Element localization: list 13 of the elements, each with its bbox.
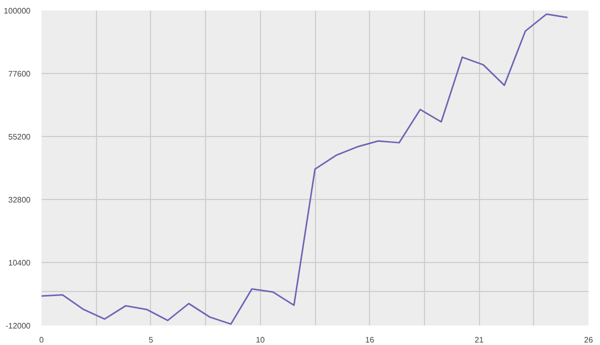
x-tick-label: 21	[474, 336, 484, 344]
x-tick-label: 0	[39, 336, 44, 344]
line-series	[42, 13, 568, 325]
y-tick-label: 77600	[8, 70, 32, 78]
y-tick-label: 10400	[8, 258, 32, 268]
x-tick-label: 5	[148, 336, 154, 344]
x-tick-label: 16	[365, 336, 375, 344]
y-tick-label: 32800	[8, 196, 32, 204]
x-tick-label: 26	[584, 336, 594, 344]
y-tick-label: 55200	[8, 132, 32, 142]
y-tick-label: 100000	[4, 6, 32, 16]
x-tick-label: 10	[256, 336, 266, 344]
y-tick-label: -12000	[6, 322, 32, 330]
